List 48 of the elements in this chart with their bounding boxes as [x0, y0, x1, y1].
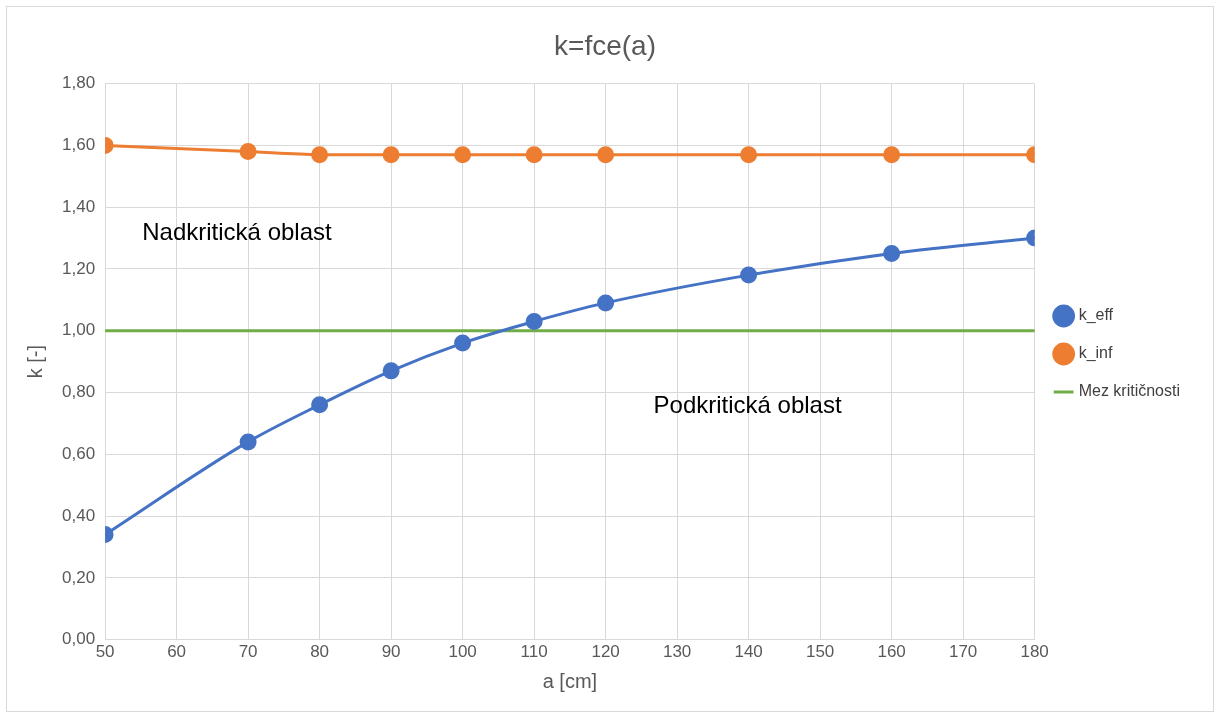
y-tick-label: 0,80 — [61, 382, 96, 402]
point — [525, 312, 543, 330]
y-tick-label: 1,20 — [61, 258, 96, 278]
point — [382, 362, 400, 380]
x-tick-label: 120 — [591, 642, 620, 662]
x-tick-label: 80 — [310, 642, 330, 662]
x-tick-label: 110 — [520, 642, 548, 662]
y-tick-label: 0,60 — [61, 443, 96, 463]
y-tick-label: 0,40 — [61, 505, 96, 525]
point — [597, 294, 615, 312]
point — [239, 143, 257, 161]
x-tick-label: 150 — [805, 642, 835, 662]
x-tick-label: 100 — [448, 642, 477, 662]
x-tick-label: 60 — [167, 642, 187, 662]
x-tick-label: 180 — [1020, 642, 1049, 662]
point — [311, 396, 329, 414]
y-tick-label: 0,20 — [61, 567, 96, 587]
legend-label: k_eff — [1078, 306, 1114, 325]
x-tick-label: 140 — [734, 642, 763, 662]
x-tick-label: 50 — [95, 642, 115, 662]
y-tick-label: 1,80 — [61, 73, 96, 93]
legend-label: Mez kritičnosti — [1078, 382, 1181, 400]
point — [239, 433, 257, 451]
point — [883, 146, 901, 164]
point — [740, 266, 758, 284]
point — [311, 146, 329, 164]
y-tick-label: 0,00 — [61, 629, 96, 649]
x-axis-title: a [cm] — [542, 669, 598, 692]
y-tick-label: 1,60 — [61, 135, 96, 155]
point — [454, 146, 472, 164]
x-tick-label: 90 — [381, 642, 401, 662]
y-tick-label: 1,00 — [61, 320, 96, 340]
point — [454, 334, 472, 352]
annotation: Nadkritická oblast — [142, 218, 333, 246]
x-tick-label: 70 — [238, 642, 258, 662]
point — [740, 146, 758, 164]
point — [525, 146, 543, 164]
y-axis-title: k [-] — [23, 344, 46, 379]
legend-label: k_inf — [1078, 344, 1113, 363]
point — [597, 146, 615, 164]
x-tick-label: 130 — [662, 642, 692, 662]
annotation: Podkritická oblast — [653, 390, 842, 418]
chart-title: k=fce(a) — [554, 29, 656, 61]
x-tick-label: 170 — [948, 642, 978, 662]
point — [883, 244, 901, 262]
y-tick-label: 1,40 — [61, 196, 96, 216]
x-tick-label: 160 — [877, 642, 906, 662]
point — [382, 146, 400, 164]
